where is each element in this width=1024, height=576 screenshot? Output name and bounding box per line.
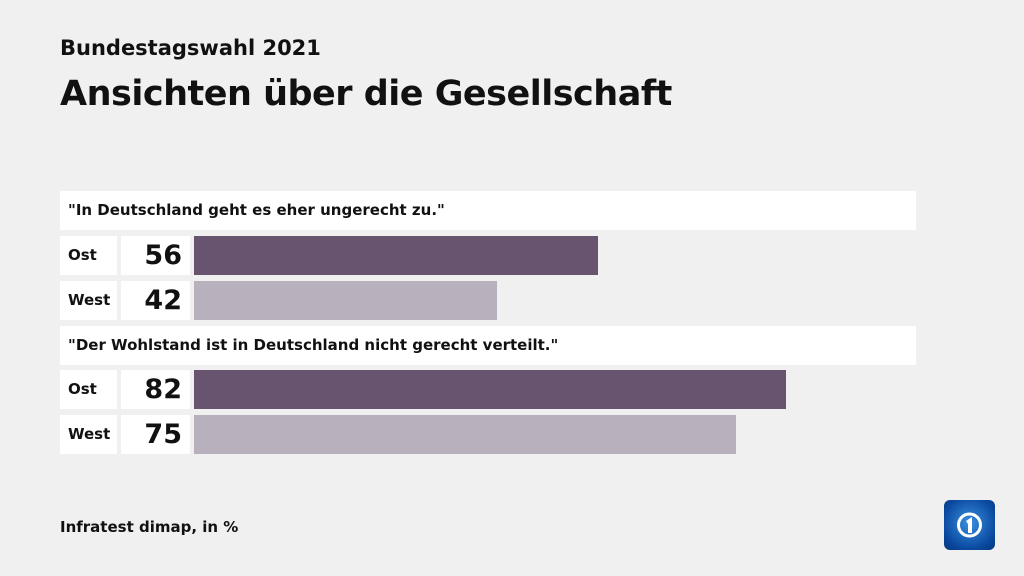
source-note: Infratest dimap, in %: [60, 518, 239, 536]
question-label: "In Deutschland geht es eher ungerecht z…: [60, 191, 916, 230]
bar-ost: [194, 370, 787, 409]
bar-west: [194, 281, 498, 320]
value-label: 75: [121, 415, 190, 454]
row-label: Ost: [60, 370, 117, 409]
row-label: West: [60, 281, 117, 320]
bar-ost: [194, 236, 599, 275]
chart-subtitle: Bundestagswahl 2021: [60, 36, 321, 60]
chart-title: Ansichten über die Gesellschaft: [60, 74, 672, 114]
bar-west: [194, 415, 736, 454]
row-label: Ost: [60, 236, 117, 275]
row-label: West: [60, 415, 117, 454]
question-label: "Der Wohlstand ist in Deutschland nicht …: [60, 326, 916, 365]
tagesschau-logo-icon: [944, 500, 995, 550]
value-label: 82: [121, 370, 190, 409]
value-label: 56: [121, 236, 190, 275]
value-label: 42: [121, 281, 190, 320]
